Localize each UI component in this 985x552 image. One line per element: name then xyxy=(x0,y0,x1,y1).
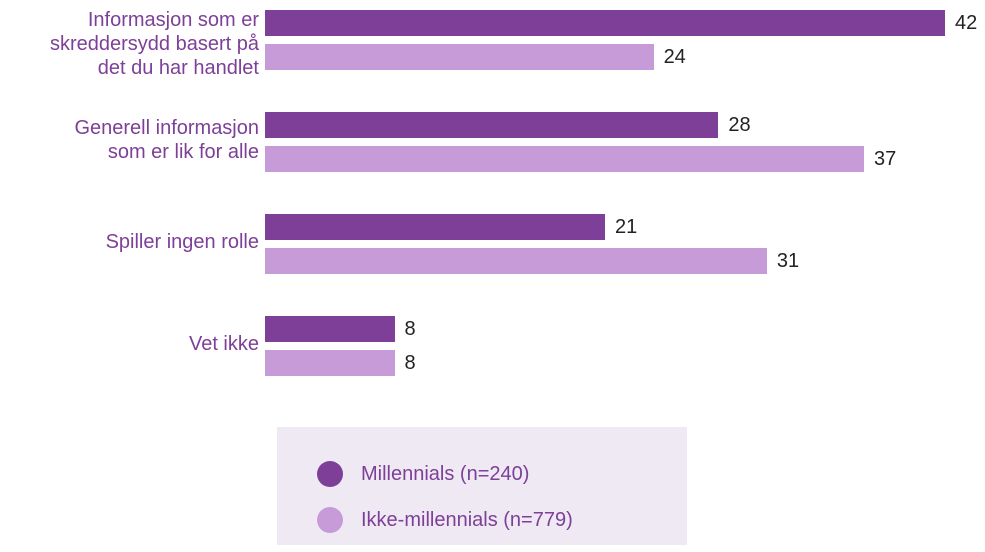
category-label: Spiller ingen rolle xyxy=(9,230,259,254)
legend-label: Millennials (n=240) xyxy=(361,463,529,486)
legend-dot-icon xyxy=(317,507,343,533)
bar-value: 21 xyxy=(615,214,637,240)
bar-non-millennials xyxy=(265,44,654,70)
bar-millennials xyxy=(265,112,718,138)
legend-dot-icon xyxy=(317,461,343,487)
category-label: Generell informasjon som er lik for alle xyxy=(9,116,259,164)
bar-millennials xyxy=(265,214,605,240)
legend-item-millennials: Millennials (n=240) xyxy=(317,451,687,497)
bar-non-millennials xyxy=(265,350,395,376)
legend-label: Ikke-millennials (n=779) xyxy=(361,509,573,532)
bar-value: 42 xyxy=(955,10,977,36)
bar-non-millennials xyxy=(265,146,864,172)
bar-millennials xyxy=(265,10,945,36)
legend: Millennials (n=240) Ikke-millennials (n=… xyxy=(277,427,687,545)
legend-item-non-millennials: Ikke-millennials (n=779) xyxy=(317,497,687,543)
bar-value: 8 xyxy=(405,316,416,342)
category-label: Informasjon som er skreddersydd basert p… xyxy=(9,8,259,80)
bar-value: 24 xyxy=(664,44,686,70)
bar-value: 8 xyxy=(405,350,416,376)
bar-value: 37 xyxy=(874,146,896,172)
bar-value: 31 xyxy=(777,248,799,274)
grouped-bar-chart: Informasjon som er skreddersydd basert p… xyxy=(0,0,985,552)
category-label: Vet ikke xyxy=(9,332,259,356)
bar-value: 28 xyxy=(728,112,750,138)
bar-non-millennials xyxy=(265,248,767,274)
bar-millennials xyxy=(265,316,395,342)
